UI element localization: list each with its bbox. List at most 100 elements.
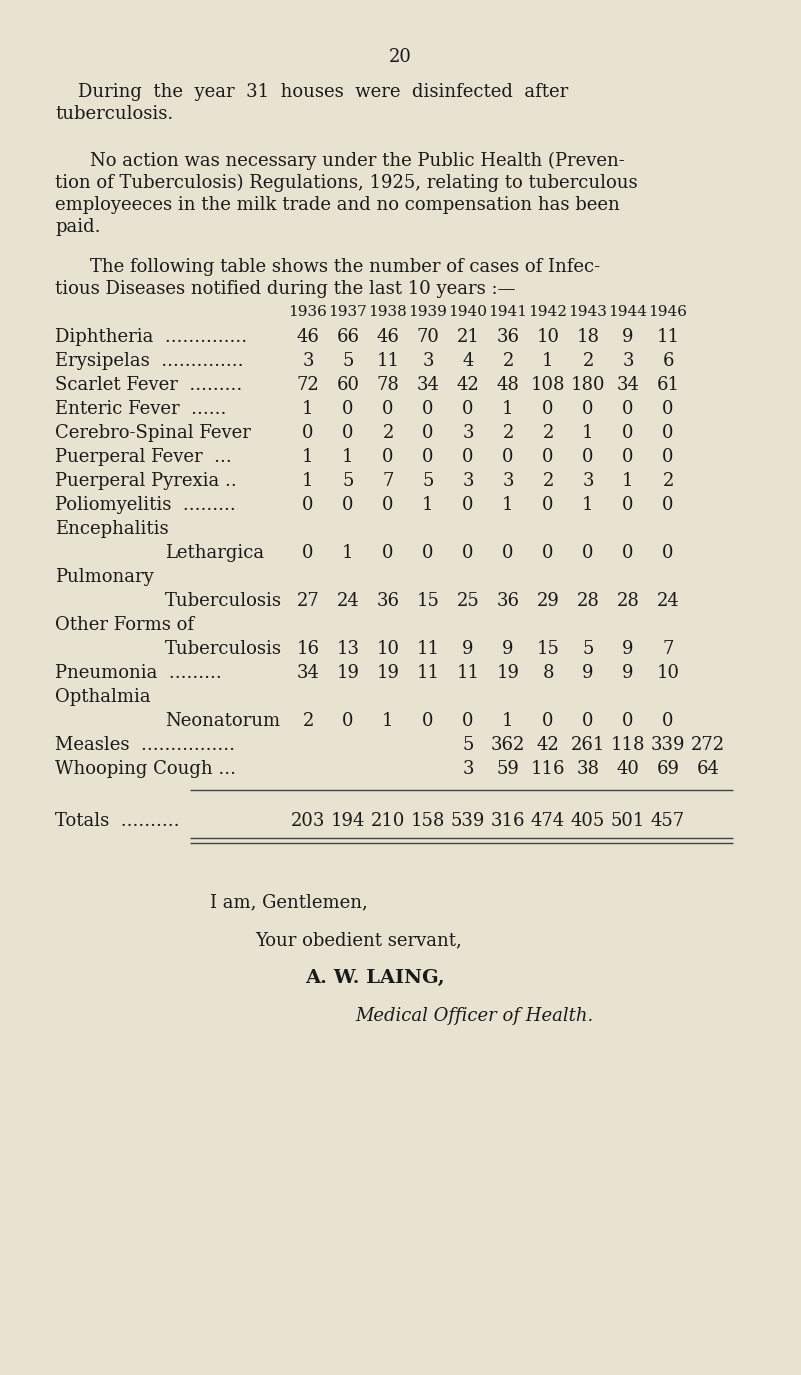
Text: 1: 1 — [582, 496, 594, 514]
Text: 116: 116 — [531, 760, 566, 778]
Text: 46: 46 — [296, 329, 320, 346]
Text: 405: 405 — [571, 813, 605, 830]
Text: 5: 5 — [582, 639, 594, 659]
Text: 0: 0 — [342, 496, 354, 514]
Text: 0: 0 — [422, 544, 434, 562]
Text: 0: 0 — [302, 496, 314, 514]
Text: Tuberculosis: Tuberculosis — [165, 639, 282, 659]
Text: 108: 108 — [531, 375, 566, 395]
Text: 11: 11 — [376, 352, 400, 370]
Text: 2: 2 — [502, 352, 513, 370]
Text: 38: 38 — [577, 760, 599, 778]
Text: 13: 13 — [336, 639, 360, 659]
Text: Opthalmia: Opthalmia — [55, 688, 151, 705]
Text: 3: 3 — [462, 472, 473, 490]
Text: 1: 1 — [302, 400, 314, 418]
Text: 72: 72 — [296, 375, 320, 395]
Text: 42: 42 — [457, 375, 479, 395]
Text: 1938: 1938 — [368, 305, 408, 319]
Text: 0: 0 — [582, 544, 594, 562]
Text: 0: 0 — [502, 544, 513, 562]
Text: Poliomyelitis  .........: Poliomyelitis ......... — [55, 496, 235, 514]
Text: 34: 34 — [417, 375, 440, 395]
Text: 5: 5 — [342, 352, 354, 370]
Text: 0: 0 — [422, 448, 434, 466]
Text: 203: 203 — [291, 813, 325, 830]
Text: 0: 0 — [622, 424, 634, 441]
Text: 0: 0 — [582, 448, 594, 466]
Text: Medical Officer of Health.: Medical Officer of Health. — [355, 1006, 594, 1024]
Text: 36: 36 — [497, 329, 520, 346]
Text: 28: 28 — [577, 593, 599, 610]
Text: 9: 9 — [622, 329, 634, 346]
Text: 1943: 1943 — [569, 305, 607, 319]
Text: 69: 69 — [657, 760, 679, 778]
Text: 3: 3 — [502, 472, 513, 490]
Text: 64: 64 — [697, 760, 719, 778]
Text: 24: 24 — [336, 593, 360, 610]
Text: 9: 9 — [582, 664, 594, 682]
Text: 0: 0 — [662, 400, 674, 418]
Text: 0: 0 — [462, 544, 473, 562]
Text: 3: 3 — [422, 352, 434, 370]
Text: 78: 78 — [376, 375, 400, 395]
Text: Other Forms of: Other Forms of — [55, 616, 194, 634]
Text: 27: 27 — [296, 593, 320, 610]
Text: 1: 1 — [502, 712, 513, 730]
Text: 1942: 1942 — [529, 305, 567, 319]
Text: 2: 2 — [542, 424, 553, 441]
Text: Erysipelas  ..............: Erysipelas .............. — [55, 352, 244, 370]
Text: 2: 2 — [502, 424, 513, 441]
Text: 0: 0 — [462, 448, 473, 466]
Text: Neonatorum: Neonatorum — [165, 712, 280, 730]
Text: 0: 0 — [542, 448, 553, 466]
Text: 1937: 1937 — [328, 305, 368, 319]
Text: 19: 19 — [376, 664, 400, 682]
Text: 9: 9 — [622, 664, 634, 682]
Text: 1: 1 — [582, 424, 594, 441]
Text: 1: 1 — [542, 352, 553, 370]
Text: 1941: 1941 — [489, 305, 528, 319]
Text: 5: 5 — [422, 472, 433, 490]
Text: 1: 1 — [502, 400, 513, 418]
Text: Encephalitis: Encephalitis — [55, 520, 169, 538]
Text: 19: 19 — [336, 664, 360, 682]
Text: 0: 0 — [462, 496, 473, 514]
Text: 0: 0 — [542, 496, 553, 514]
Text: 0: 0 — [342, 424, 354, 441]
Text: 3: 3 — [462, 424, 473, 441]
Text: 9: 9 — [502, 639, 513, 659]
Text: employeeces in the milk trade and no compensation has been: employeeces in the milk trade and no com… — [55, 197, 620, 214]
Text: Pulmonary: Pulmonary — [55, 568, 154, 586]
Text: 11: 11 — [417, 664, 440, 682]
Text: 1: 1 — [502, 496, 513, 514]
Text: 18: 18 — [577, 329, 599, 346]
Text: tion of Tuberculosis) Regulations, 1925, relating to tuberculous: tion of Tuberculosis) Regulations, 1925,… — [55, 175, 638, 192]
Text: Diphtheria  ..............: Diphtheria .............. — [55, 329, 248, 346]
Text: 2: 2 — [382, 424, 393, 441]
Text: 46: 46 — [376, 329, 400, 346]
Text: 60: 60 — [336, 375, 360, 395]
Text: 210: 210 — [371, 813, 405, 830]
Text: 474: 474 — [531, 813, 565, 830]
Text: tuberculosis.: tuberculosis. — [55, 104, 173, 122]
Text: 7: 7 — [662, 639, 674, 659]
Text: 70: 70 — [417, 329, 440, 346]
Text: 19: 19 — [497, 664, 520, 682]
Text: Your obedient servant,: Your obedient servant, — [255, 931, 461, 949]
Text: 0: 0 — [622, 448, 634, 466]
Text: 25: 25 — [457, 593, 479, 610]
Text: 1: 1 — [302, 472, 314, 490]
Text: 21: 21 — [457, 329, 480, 346]
Text: 10: 10 — [537, 329, 560, 346]
Text: 180: 180 — [571, 375, 606, 395]
Text: 118: 118 — [610, 736, 646, 754]
Text: 29: 29 — [537, 593, 559, 610]
Text: 42: 42 — [537, 736, 559, 754]
Text: 20: 20 — [388, 48, 412, 66]
Text: 3: 3 — [462, 760, 473, 778]
Text: 339: 339 — [650, 736, 685, 754]
Text: Puerperal Fever  ...: Puerperal Fever ... — [55, 448, 231, 466]
Text: paid.: paid. — [55, 219, 100, 236]
Text: 194: 194 — [331, 813, 365, 830]
